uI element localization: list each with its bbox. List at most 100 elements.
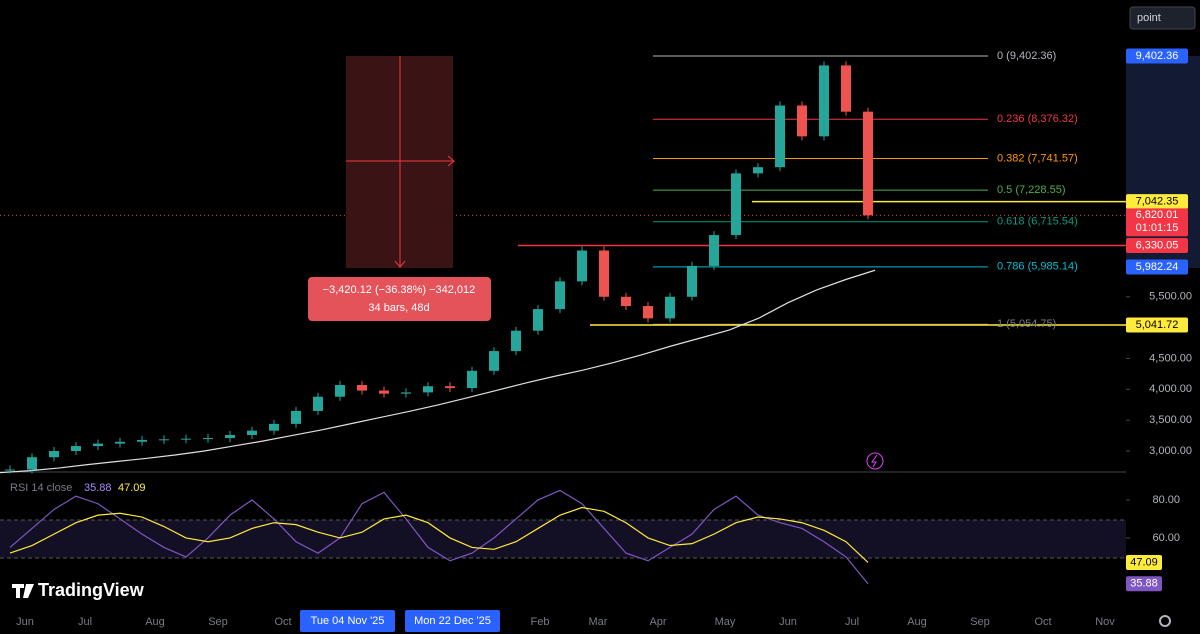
candle bbox=[401, 392, 411, 394]
candle bbox=[423, 386, 433, 393]
rsi-ma-value: 47.09 bbox=[118, 482, 146, 494]
date-tag-label: Tue 04 Nov '25 bbox=[311, 615, 385, 627]
x-tick-label: Aug bbox=[145, 616, 165, 628]
measure-arrows[interactable] bbox=[394, 155, 455, 268]
candle bbox=[533, 309, 543, 331]
x-tick-label: Jun bbox=[779, 616, 797, 628]
rsi-tag bbox=[1126, 554, 1162, 570]
candle bbox=[357, 385, 367, 391]
x-tick-label: Jul bbox=[78, 616, 92, 628]
mode-text[interactable]: point bbox=[1137, 12, 1161, 24]
date-tag bbox=[405, 610, 500, 632]
date-tag bbox=[300, 610, 395, 632]
candle bbox=[863, 111, 873, 216]
candle bbox=[225, 434, 235, 439]
y-tick-label: 3,500.00 bbox=[1149, 414, 1192, 426]
brand-logo bbox=[12, 584, 34, 598]
candle bbox=[467, 370, 477, 389]
candle bbox=[181, 438, 191, 440]
candle bbox=[5, 469, 15, 471]
price-tag-label: 7,042.35 bbox=[1136, 196, 1179, 208]
rsi-tag-label: 47.09 bbox=[1130, 556, 1158, 568]
mode-box[interactable] bbox=[1129, 6, 1196, 30]
candle bbox=[687, 265, 697, 297]
candle bbox=[71, 446, 81, 452]
y-tick-label: 4,500.00 bbox=[1149, 352, 1192, 364]
date-tag-label: Mon 22 Dec '25 bbox=[414, 615, 491, 627]
rsi-title: RSI 14 close bbox=[10, 482, 72, 494]
candle bbox=[731, 173, 741, 236]
y-tick-label: 3,000.00 bbox=[1149, 445, 1192, 457]
settings-icon[interactable] bbox=[1159, 615, 1171, 627]
candle bbox=[511, 330, 521, 352]
price-tag-label: 9,402.36 bbox=[1136, 50, 1179, 62]
candle bbox=[665, 296, 675, 319]
measure-text: 34 bars, 48d bbox=[368, 302, 429, 314]
price-tag-label: 6,820.01 bbox=[1136, 209, 1179, 221]
fib-label: 0.236 (8,376.32) bbox=[997, 113, 1078, 125]
candle bbox=[269, 423, 279, 431]
candle bbox=[621, 296, 631, 307]
y-tick-label: 5,500.00 bbox=[1149, 291, 1192, 303]
candle bbox=[841, 65, 851, 112]
candle bbox=[819, 65, 829, 137]
price-tag bbox=[1126, 259, 1188, 275]
fib-label: 0.5 (7,228.55) bbox=[997, 184, 1066, 196]
candle bbox=[709, 235, 719, 266]
candle bbox=[577, 250, 587, 282]
candle bbox=[775, 105, 785, 168]
candle bbox=[797, 105, 807, 137]
x-tick-label: Oct bbox=[1034, 616, 1051, 628]
x-tick-label: May bbox=[715, 616, 736, 628]
candle bbox=[445, 386, 455, 389]
x-tick-label: Jul bbox=[845, 616, 859, 628]
price-tag bbox=[1126, 48, 1188, 64]
rsi-y-tick-label: 80.00 bbox=[1152, 494, 1180, 506]
moving-average bbox=[0, 269, 876, 474]
rsi-y-tick-label: 60.00 bbox=[1152, 532, 1180, 544]
x-tick-label: Mar bbox=[589, 616, 608, 628]
rsi-line bbox=[9, 489, 869, 585]
rsi-ma-line bbox=[9, 506, 869, 563]
measure-label bbox=[308, 277, 491, 321]
rsi-band bbox=[0, 520, 1126, 558]
x-tick-label: Feb bbox=[531, 616, 550, 628]
x-tick-label: Sep bbox=[208, 616, 228, 628]
x-tick-label: Aug bbox=[907, 616, 927, 628]
price-tag-label: 5,982.24 bbox=[1136, 261, 1179, 273]
price-tag bbox=[1126, 194, 1188, 210]
candle bbox=[643, 306, 653, 319]
x-tick-label: Oct bbox=[274, 616, 291, 628]
candle bbox=[753, 167, 763, 174]
x-tick-label: Sep bbox=[970, 616, 990, 628]
fib-label: 0 (9,402.36) bbox=[997, 50, 1056, 62]
candle bbox=[313, 396, 323, 411]
candle bbox=[555, 281, 565, 310]
candle bbox=[247, 430, 257, 435]
x-tick-label: Jun bbox=[16, 616, 34, 628]
rsi-value: 35.88 bbox=[84, 482, 112, 494]
lightning-icon[interactable] bbox=[866, 452, 884, 470]
fib-label: 0.382 (7,741.57) bbox=[997, 152, 1078, 164]
rsi-tag-label: 35.88 bbox=[1130, 578, 1158, 590]
price-tag bbox=[1126, 208, 1188, 237]
candle bbox=[599, 250, 609, 297]
y-tick-label: 4,000.00 bbox=[1149, 383, 1192, 395]
candle bbox=[159, 439, 169, 441]
measure-text: −3,420.12 (−36.38%) −342,012 bbox=[323, 284, 476, 296]
rsi-tag bbox=[1126, 576, 1162, 592]
candle bbox=[49, 451, 59, 458]
price-tag-label: 5,041.72 bbox=[1136, 319, 1179, 331]
candle bbox=[203, 438, 213, 440]
candle bbox=[137, 439, 147, 442]
countdown: 01:01:15 bbox=[1136, 222, 1179, 234]
candle bbox=[335, 385, 345, 397]
candle bbox=[489, 351, 499, 371]
price-tag bbox=[1126, 317, 1188, 333]
candle bbox=[27, 457, 37, 470]
lightning-glyph bbox=[871, 454, 878, 468]
candle bbox=[379, 390, 389, 394]
candle bbox=[291, 410, 301, 424]
